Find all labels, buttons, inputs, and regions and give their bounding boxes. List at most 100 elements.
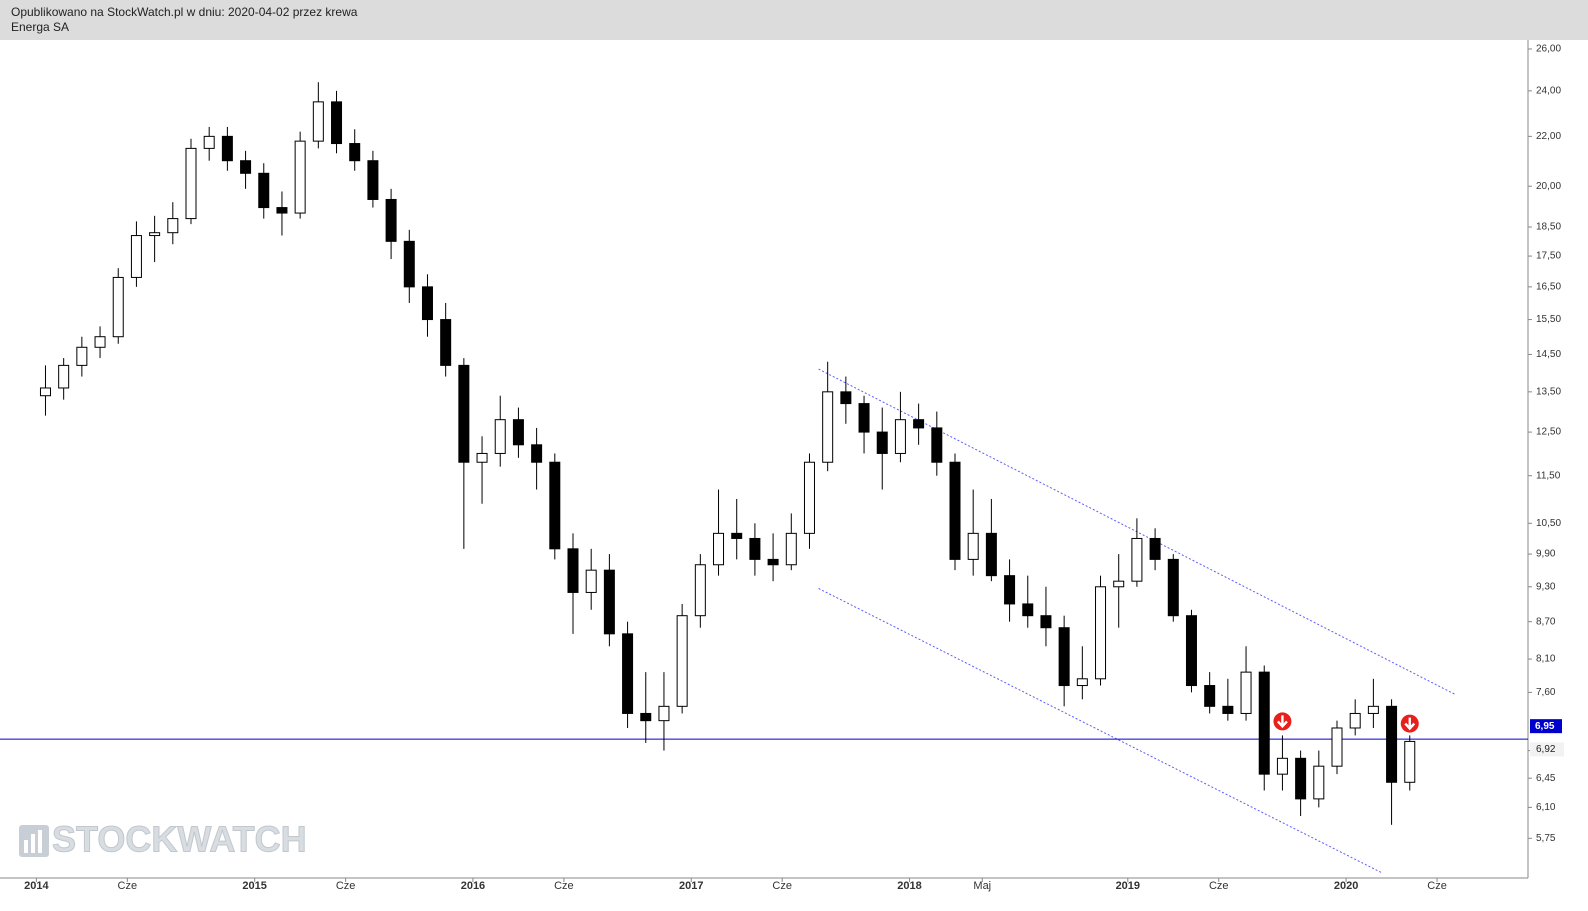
candle [58, 358, 70, 400]
candle-body [1404, 740, 1416, 783]
y-tick-label: 7,60 [1536, 687, 1556, 698]
candle-body [458, 364, 470, 463]
candle-body [130, 235, 142, 278]
y-tick-label: 9,30 [1536, 581, 1556, 592]
candle-body [385, 198, 397, 242]
candle-body [876, 431, 888, 454]
candle-body [1040, 615, 1052, 629]
candle [858, 395, 870, 454]
candle-body [676, 615, 688, 707]
candle-body [1367, 705, 1379, 714]
y-tick-label: 12,50 [1536, 427, 1561, 438]
candle-body [94, 336, 106, 348]
candle-body [312, 101, 324, 142]
x-tick-label: 2018 [897, 880, 921, 892]
candle [967, 489, 979, 576]
candle [1167, 554, 1179, 622]
candle [1095, 575, 1107, 686]
candle [440, 302, 452, 377]
x-tick-label: 2017 [679, 880, 703, 892]
x-tick-label: 2020 [1334, 880, 1358, 892]
candle-body [803, 461, 815, 534]
y-tick-label: 8,70 [1536, 616, 1556, 627]
x-tick-label: Cze [336, 880, 356, 892]
candle [731, 498, 743, 560]
candle [1185, 609, 1197, 693]
candle-body [949, 461, 961, 560]
candle-body [476, 452, 488, 463]
candle [149, 215, 161, 263]
candle [1058, 615, 1070, 707]
trend-line [818, 588, 1383, 874]
candle-body [894, 419, 906, 454]
candle-body [221, 135, 233, 162]
y-tick-label: 5,75 [1536, 833, 1556, 844]
candle [276, 191, 288, 236]
candle [1295, 750, 1307, 817]
candle-body [185, 147, 197, 220]
candle-body [640, 712, 652, 722]
candle-body [1149, 537, 1161, 560]
candle [512, 407, 524, 458]
candle [203, 126, 215, 161]
candle [585, 548, 597, 610]
last-close-box [1530, 742, 1564, 757]
candle [458, 358, 470, 549]
candle [1222, 678, 1234, 721]
candle-body [985, 532, 997, 577]
price-line-box [1530, 719, 1562, 734]
signal-icon [1400, 714, 1419, 733]
candle [221, 126, 233, 171]
candle-body [258, 172, 270, 209]
candle [1022, 575, 1034, 628]
candle-body [349, 143, 361, 162]
candle [840, 376, 852, 424]
candle [385, 188, 397, 260]
candle [1258, 665, 1270, 791]
candle-body [785, 532, 797, 566]
candle-body [913, 419, 925, 429]
header-subtitle: Energa SA [11, 20, 69, 34]
y-tick-label: 22,00 [1536, 131, 1561, 142]
y-tick-label: 6,45 [1536, 773, 1556, 784]
candle-body [512, 419, 524, 446]
header-band [0, 0, 1588, 40]
y-tick-label: 24,00 [1536, 85, 1561, 96]
candle-body [112, 276, 124, 338]
y-tick-label: 18,50 [1536, 222, 1561, 233]
candle [876, 407, 888, 490]
candle-body [1004, 575, 1016, 605]
signal-arrow [1277, 715, 1288, 729]
y-tick-label: 14,50 [1536, 349, 1561, 360]
y-tick-label: 6,10 [1536, 802, 1556, 813]
candle [767, 533, 779, 582]
candle [894, 391, 906, 463]
x-tick-label: Cze [1209, 880, 1229, 892]
candle-body [622, 633, 634, 714]
candle [1276, 735, 1288, 791]
candle [803, 453, 815, 549]
candle [658, 672, 670, 751]
candle-body [240, 160, 252, 174]
candle [676, 603, 688, 714]
candle-body [1258, 671, 1270, 775]
candle [549, 453, 561, 560]
candle-body [1331, 727, 1343, 767]
candle [494, 395, 506, 467]
candle [1131, 518, 1143, 587]
candle-body [767, 558, 779, 566]
candle-body [440, 319, 452, 366]
candle-body [1076, 678, 1088, 687]
candle [1204, 672, 1216, 714]
candle-body [549, 461, 561, 550]
candle [1331, 720, 1343, 775]
y-tick-label: 9,90 [1536, 549, 1556, 560]
candle-body [1313, 765, 1325, 800]
candle [476, 436, 488, 504]
y-tick-label: 10,50 [1536, 518, 1561, 529]
candle-body [58, 364, 70, 389]
x-tick-label: Cze [118, 880, 138, 892]
candle-body [967, 532, 979, 560]
candle-body [403, 240, 415, 288]
